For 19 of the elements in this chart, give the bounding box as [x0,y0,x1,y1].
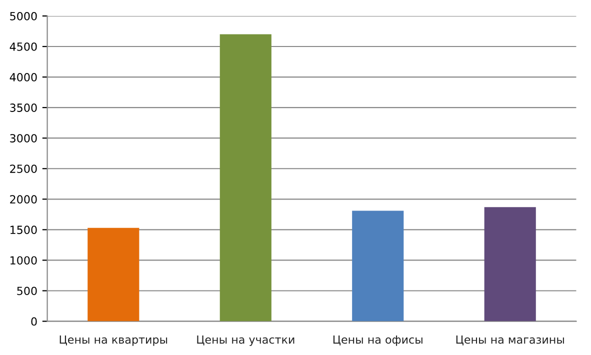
y-tick-label: 5000 [10,12,37,20]
x-tick-label: Цены на магазины [456,336,564,346]
y-tick-label: 3500 [10,104,37,112]
bar [352,210,404,322]
y-tick-label: 500 [17,286,37,296]
y-tick-label: 2000 [10,195,37,204]
y-tick-label: 1000 [10,256,37,265]
x-tick-label: Цены на квартиры [60,336,168,346]
y-tick-label: 4500 [10,42,37,51]
bar [220,34,272,322]
y-tick-label: 3000 [10,134,37,142]
bar [88,228,140,322]
y-tick-label: 0 [31,317,37,326]
x-tick-label: Цены на офисы [333,336,422,346]
bar [484,207,536,322]
y-tick-label: 4000 [10,73,37,82]
x-tick-label: Цены на участки [197,336,294,346]
y-tick-label: 1500 [10,226,37,234]
y-tick-label: 2500 [10,164,37,174]
